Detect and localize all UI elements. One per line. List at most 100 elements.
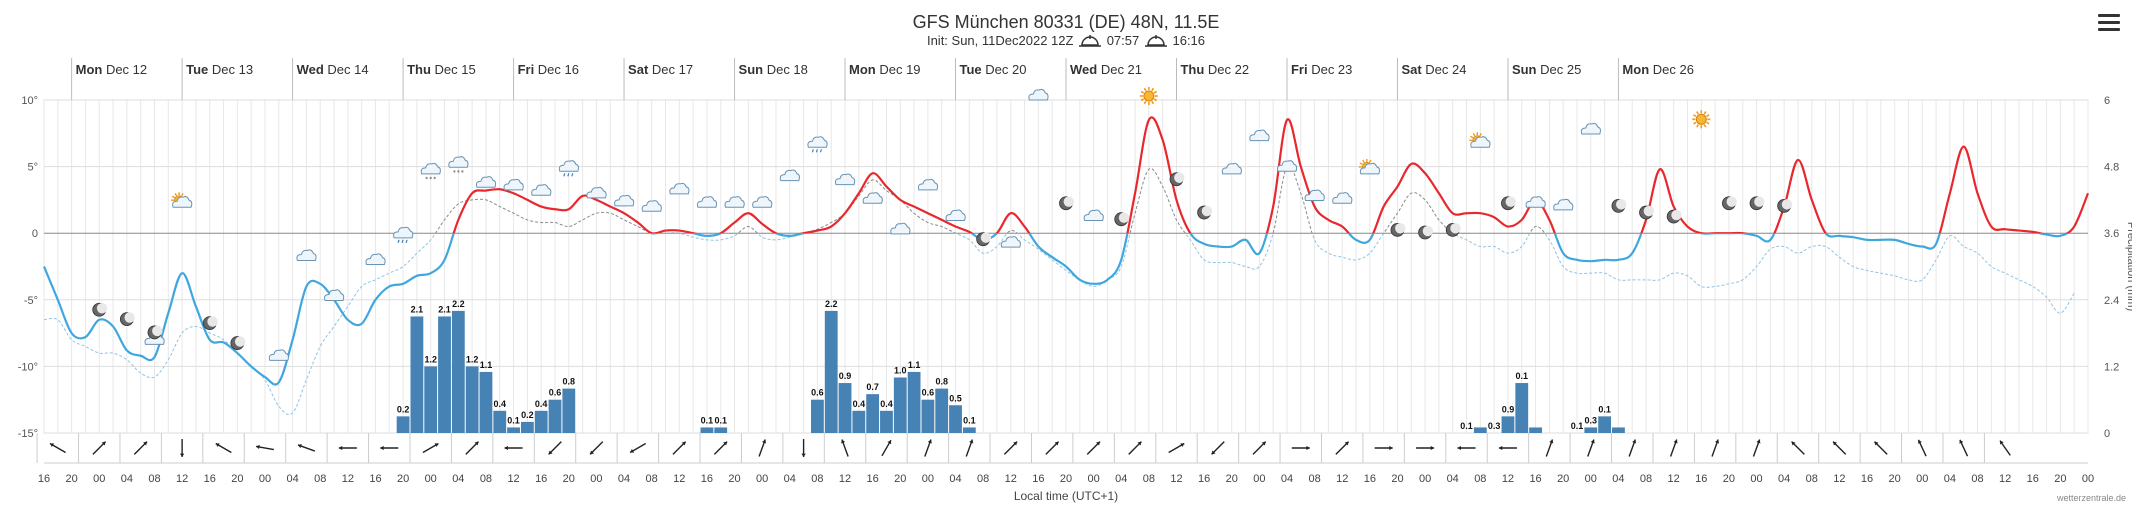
credit-label: wetterzentrale.de [2056, 493, 2126, 503]
precip-label: 0.6 [922, 388, 935, 398]
precip-label: 0.3 [1488, 421, 1501, 431]
hour-tick-label: 12 [507, 473, 519, 485]
rain-drop [567, 173, 570, 177]
moon-light [1174, 172, 1185, 183]
hour-tick-label: 00 [93, 473, 105, 485]
init-time: Init: Sun, 11Dec2022 12Z [926, 33, 1074, 48]
rain-drop [571, 173, 574, 177]
dewpoint-line-warm [434, 164, 1546, 234]
precip-label: 0.1 [1571, 421, 1584, 431]
sun-disc [1143, 90, 1155, 102]
wind-cell [1486, 433, 1517, 463]
cloud-shape [475, 176, 497, 188]
cloud-shape [1000, 236, 1021, 248]
hour-tick-label: 20 [231, 473, 243, 485]
moon-icon [1169, 172, 1185, 187]
wind-arrowhead [256, 444, 260, 450]
precip-label: 0.1 [507, 415, 520, 425]
wind-cell [1569, 433, 1595, 463]
cloud-icon [835, 173, 856, 186]
sun-disc [1695, 113, 1707, 125]
precip-bar [866, 394, 880, 433]
wind-cell [492, 433, 523, 463]
cloud-icon [531, 184, 552, 196]
y-right-tick-label: 6 [2104, 95, 2110, 107]
hour-tick-label: 00 [756, 473, 768, 485]
wind-arrowhead [1673, 439, 1678, 444]
hour-tick-label: 04 [1944, 473, 1956, 485]
hour-tick-label: 12 [1005, 473, 1017, 485]
moon-light [1450, 223, 1461, 234]
rain-drop [397, 239, 400, 244]
precip-label: 2.2 [452, 299, 465, 309]
wind-arrowhead [1791, 441, 1796, 446]
precip-bar [548, 399, 562, 433]
cloud-shape [752, 196, 773, 208]
wind-arrowhead [434, 443, 439, 448]
wind-arrowhead [1715, 439, 1720, 444]
sunset-time: 16:16 [1172, 33, 1206, 48]
hour-tick-label: 08 [148, 473, 160, 485]
hour-tick-label: 08 [977, 473, 989, 485]
cloud-shape [724, 196, 745, 208]
hour-tick-label: 00 [1087, 473, 1099, 485]
hour-tick-label: 04 [1778, 473, 1790, 485]
cloud-icon [365, 253, 386, 265]
cloud-icon [862, 192, 883, 204]
sun-icon [1692, 110, 1711, 129]
cloud-shape [531, 184, 552, 196]
wind-cell [1818, 433, 1847, 463]
cloud-icon [1221, 162, 1242, 175]
cloud-shape [779, 169, 800, 182]
cloud-shape [172, 196, 193, 208]
y-right-axis-label: Precipitation (mm) [2125, 222, 2132, 311]
day-label: Tue Dec 13 [186, 62, 253, 77]
y-right-tick-label: 4.8 [2104, 162, 2119, 174]
wind-arrowhead [1874, 441, 1879, 446]
day-label: Mon Dec 19 [849, 62, 921, 77]
hour-tick-label: 16 [535, 473, 547, 485]
snow-flake: * [425, 176, 428, 183]
precip-bar [493, 410, 507, 433]
day-label: Wed Dec 21 [1070, 62, 1142, 77]
wind-cell [1445, 433, 1476, 463]
hour-tick-label: 08 [1640, 473, 1652, 485]
hour-tick-label: 00 [425, 473, 437, 485]
cloud-shape [586, 186, 607, 199]
wind-arrowhead [50, 443, 55, 448]
wind-cell [1693, 433, 1720, 463]
sun-ray [1696, 124, 1699, 128]
wind-arrowhead [1590, 439, 1595, 444]
cloud-icon [890, 222, 911, 235]
hour-tick-label: 08 [1474, 473, 1486, 485]
wind-cell [1113, 433, 1142, 463]
wind-arrowhead [1917, 439, 1922, 444]
y-right-tick-label: 1.2 [2104, 361, 2119, 373]
moon-icon [1749, 196, 1765, 211]
sunrise-time: 07:57 [1106, 33, 1140, 48]
precip-label: 1.2 [466, 354, 479, 364]
hour-tick-label: 00 [1585, 473, 1597, 485]
cloud-shape [696, 196, 718, 208]
hour-tick-label: 20 [397, 473, 409, 485]
wind-arrowhead [1306, 445, 1310, 451]
moon-icon [1445, 222, 1461, 237]
snow-flake: * [457, 169, 460, 176]
cloud-icon [752, 196, 773, 208]
menu-button[interactable] [2098, 14, 2120, 32]
sun-ray [1472, 133, 1476, 137]
hour-tick-label: 04 [949, 473, 961, 485]
precip-label: 0.4 [535, 399, 548, 409]
cloud-shape [1276, 160, 1298, 172]
cloud-shape [365, 253, 386, 265]
moon-light [1395, 223, 1406, 234]
menu-bar [2098, 28, 2120, 31]
wind-arrowhead [630, 448, 635, 453]
wind-arrowhead [1756, 439, 1761, 444]
sun-ray [1703, 124, 1707, 128]
precip-label: 0.8 [563, 377, 576, 387]
cloud-shape [945, 209, 966, 222]
cloud-shape [890, 222, 911, 235]
cloud-shape [1580, 122, 1601, 135]
hour-tick-label: 12 [342, 473, 354, 485]
